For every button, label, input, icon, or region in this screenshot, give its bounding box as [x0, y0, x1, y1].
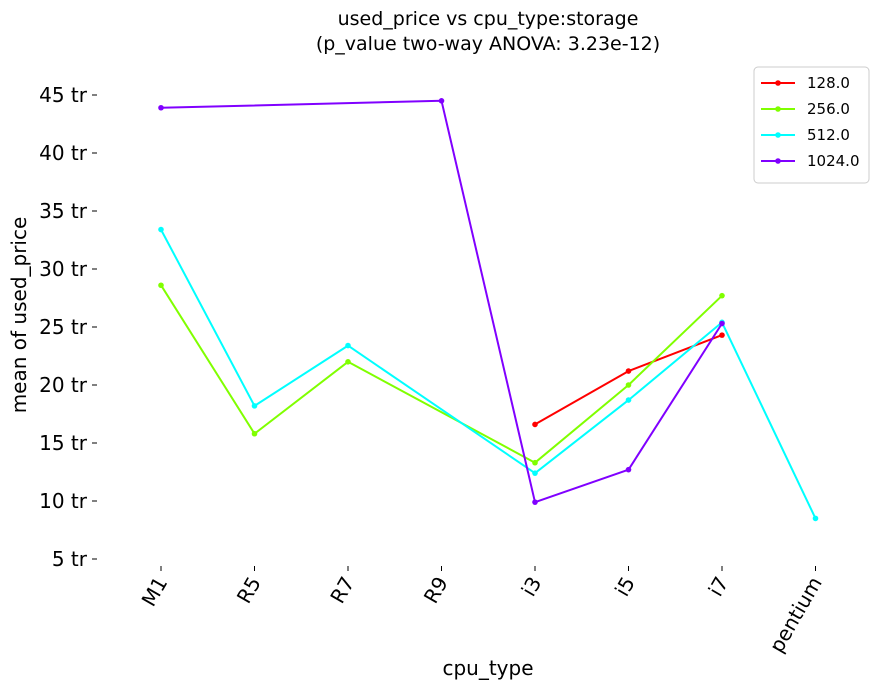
- data-point: [719, 292, 725, 299]
- series-layer: [158, 98, 819, 522]
- data-point: [719, 320, 725, 327]
- legend-marker: [775, 80, 781, 86]
- legend-label: 512.0: [807, 126, 850, 144]
- y-tick-label: 35 tr: [39, 199, 88, 223]
- x-tick-label: R7: [325, 573, 359, 608]
- x-tick-label: M1: [137, 573, 173, 611]
- x-axis-label: cpu_type: [442, 656, 533, 680]
- data-point: [625, 397, 632, 403]
- data-point: [158, 282, 164, 289]
- series-512.0: [158, 226, 819, 522]
- data-point: [251, 430, 258, 437]
- y-tick-label: 45 tr: [39, 83, 88, 107]
- y-tick-label: 30 tr: [39, 257, 88, 281]
- legend-label: 256.0: [807, 100, 850, 118]
- x-tick-label: i3: [516, 573, 546, 601]
- series-128.0: [532, 332, 725, 428]
- x-tick-label: pentium: [764, 573, 826, 657]
- legend-marker: [775, 132, 781, 138]
- series-1024.0: [158, 98, 725, 505]
- y-tick-label: 20 tr: [39, 373, 88, 397]
- series-line: [160, 284, 723, 464]
- y-tick-label: 25 tr: [39, 315, 88, 339]
- data-point: [532, 421, 538, 428]
- legend-item: 1024.0: [761, 152, 860, 170]
- data-point: [438, 98, 445, 104]
- x-axis: M1 R5 R7 R9 i3 i5 i7 pentium: [137, 566, 827, 657]
- data-point: [625, 368, 632, 374]
- series-line: [160, 99, 723, 504]
- legend-item: 256.0: [761, 100, 850, 118]
- data-point: [251, 403, 258, 409]
- x-tick-label: R9: [419, 573, 453, 608]
- data-point: [158, 226, 164, 233]
- series-256.0: [158, 282, 725, 466]
- data-point: [625, 466, 632, 473]
- chart-subtitle: (p_value two-way ANOVA: 3.23e-12): [316, 33, 660, 55]
- series-line: [534, 334, 723, 426]
- data-point: [625, 382, 632, 388]
- y-tick-label: 5 tr: [52, 547, 88, 571]
- data-point: [345, 342, 351, 349]
- series-line: [160, 229, 817, 519]
- data-point: [812, 515, 819, 522]
- x-tick-label: R5: [232, 573, 266, 608]
- data-point: [345, 359, 351, 365]
- legend-marker: [775, 158, 781, 164]
- legend-label: 128.0: [807, 74, 850, 92]
- x-tick-label: i5: [610, 573, 640, 601]
- data-point: [532, 470, 538, 476]
- chart-title: used_price vs cpu_type:storage: [338, 8, 639, 30]
- x-tick-label: i7: [703, 573, 733, 601]
- data-point: [719, 332, 725, 338]
- legend-box: [753, 66, 870, 184]
- data-point: [532, 499, 538, 505]
- y-tick-label: 15 tr: [39, 431, 88, 455]
- data-point: [532, 459, 538, 466]
- legend: 128.0 256.0 512.0 1024.0: [753, 66, 870, 184]
- legend-item: 512.0: [761, 126, 850, 144]
- y-tick-label: 10 tr: [39, 489, 88, 513]
- y-axis: 5 tr 10 tr 15 tr 20 tr 25 tr 30 tr 35 tr 40 tr 4…: [39, 83, 97, 571]
- y-tick-label: 40 tr: [39, 141, 88, 165]
- legend-label: 1024.0: [807, 152, 860, 170]
- data-point: [158, 104, 164, 111]
- legend-item: 128.0: [761, 74, 850, 92]
- y-axis-label: mean of used_price: [7, 217, 31, 414]
- legend-marker: [775, 106, 781, 112]
